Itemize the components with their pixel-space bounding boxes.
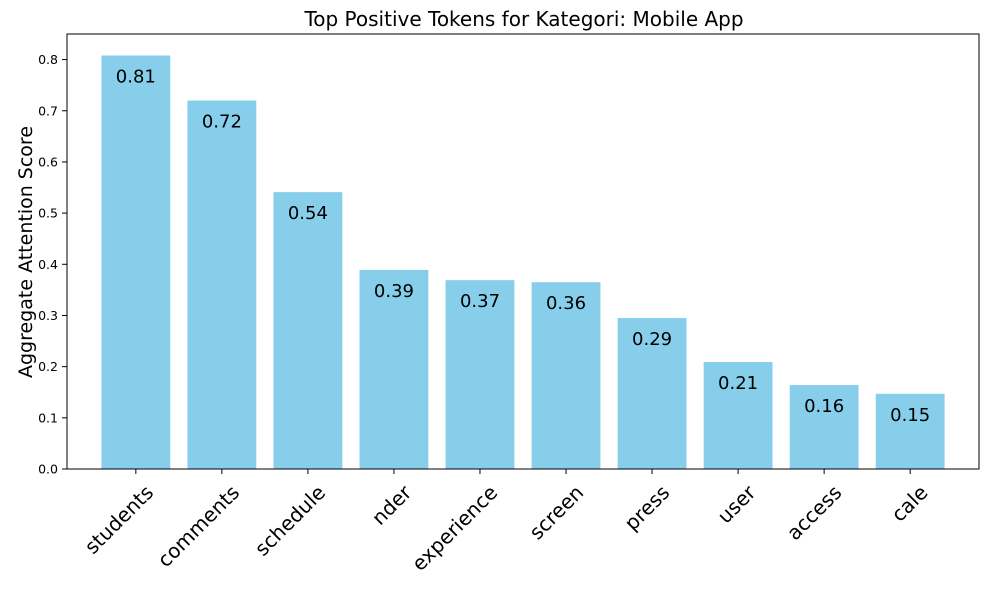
chart-title: Top Positive Tokens for Kategori: Mobile… [303,7,743,31]
y-tick-label: 0.5 [38,206,58,221]
x-tick-label: screen [524,480,588,544]
x-tick-label: cale [886,480,932,526]
y-tick-label: 0.6 [38,154,58,169]
x-tick-label: nder [367,480,417,530]
x-tick-label: access [782,480,847,545]
bars-group [101,55,945,470]
bar-value-label: 0.37 [460,291,500,312]
x-tick-label: experience [407,480,502,575]
bar-screen [531,282,601,469]
bar-value-label: 0.29 [632,329,672,350]
y-tick-label: 0.8 [38,52,58,67]
bar-value-label: 0.21 [718,373,758,394]
bar-value-label: 0.72 [202,112,242,133]
bar-students [101,55,171,470]
bar-experience [445,280,515,469]
bar-value-label: 0.39 [374,281,414,302]
y-axis-ticks: 0.0 0.1 0.2 0.3 0.4 0.5 0.6 0.7 0.8 [38,52,67,477]
plot-area-frame [66,33,980,470]
bar-value-label: 0.81 [116,66,156,87]
y-axis-label: Aggregate Attention Score [15,126,37,378]
bar-comments [187,100,257,469]
bar-cale [875,393,945,469]
y-tick-label: 0.0 [38,462,58,477]
bar-value-label: 0.16 [804,396,844,417]
y-tick-label: 0.3 [38,308,58,323]
bar-nder [359,269,429,469]
x-tick-label: user [713,480,761,528]
y-tick-label: 0.2 [38,359,58,374]
bar-schedule [273,192,343,469]
bar-user [703,362,773,469]
x-tick-label: students [80,480,158,558]
bar-access [789,385,859,469]
x-tick-label: press [619,480,674,535]
y-tick-label: 0.7 [38,103,58,118]
x-tick-label: schedule [250,480,330,560]
y-tick-label: 0.1 [38,410,58,425]
bar-value-label: 0.15 [890,405,930,426]
bar-value-label: 0.54 [288,203,328,224]
bar-value-label: 0.36 [546,293,586,314]
y-tick-label: 0.4 [38,257,58,272]
bar-press [617,318,687,469]
bar-labels-group: 0.81 0.72 0.54 0.39 0.37 0.36 0.29 0.21 0.16 0.15 [116,66,930,425]
x-tick-label: comments [153,480,245,572]
